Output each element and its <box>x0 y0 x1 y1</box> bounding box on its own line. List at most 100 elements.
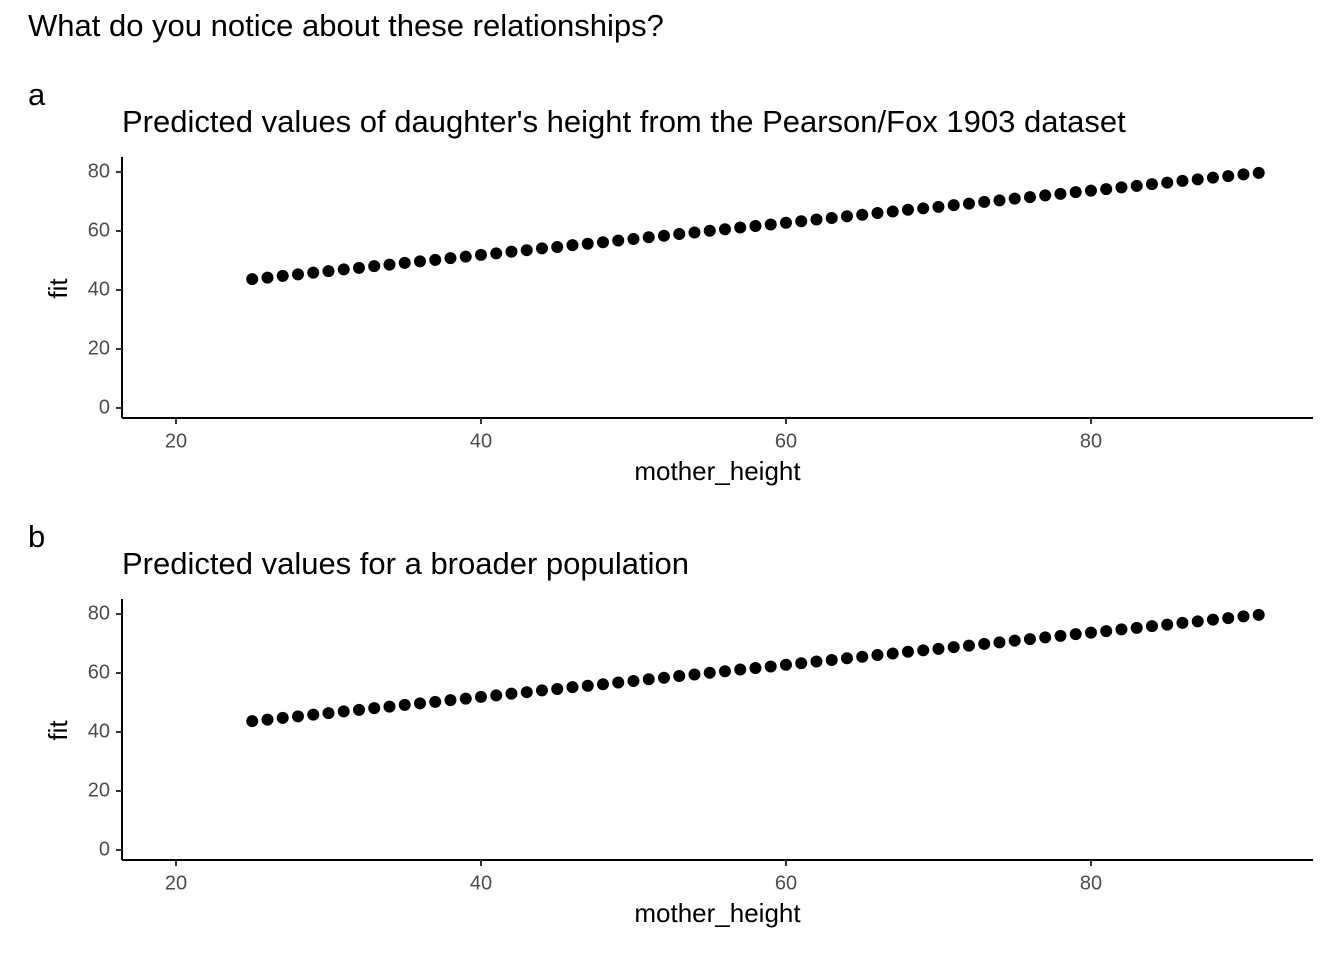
x-tick-label: 60 <box>775 430 797 452</box>
point <box>962 639 975 652</box>
point <box>490 689 503 702</box>
point <box>718 223 731 236</box>
point <box>1100 625 1113 638</box>
point <box>978 195 991 208</box>
point <box>978 637 991 650</box>
point <box>1206 171 1219 184</box>
x-tick-label: 20 <box>165 430 187 452</box>
point <box>398 256 411 269</box>
point <box>840 210 853 223</box>
point <box>1069 186 1082 199</box>
y-tick-label: 40 <box>88 720 110 742</box>
point <box>291 710 304 723</box>
point <box>947 199 960 212</box>
point <box>1161 176 1174 189</box>
point <box>1161 618 1174 631</box>
point <box>612 676 625 689</box>
point <box>1023 633 1036 646</box>
point <box>764 218 777 231</box>
point <box>1039 631 1052 644</box>
point <box>688 226 701 239</box>
point <box>1130 621 1143 634</box>
point <box>368 702 381 715</box>
point <box>718 665 731 678</box>
point <box>810 213 823 226</box>
point <box>429 253 442 266</box>
point <box>1054 629 1067 642</box>
point <box>520 686 533 699</box>
point <box>352 261 365 274</box>
point <box>261 271 274 284</box>
point <box>413 255 426 268</box>
point <box>810 655 823 668</box>
point <box>749 220 762 233</box>
point <box>1100 183 1113 196</box>
x-axis-title: mother_height <box>634 456 801 486</box>
point <box>779 216 792 229</box>
point <box>337 705 350 718</box>
point <box>551 240 564 253</box>
point <box>1008 192 1021 205</box>
point <box>1222 170 1235 183</box>
point <box>276 711 289 724</box>
point <box>505 687 518 700</box>
point <box>383 258 396 271</box>
point <box>246 715 259 728</box>
point <box>993 194 1006 207</box>
point <box>901 645 914 658</box>
point <box>627 674 640 687</box>
point <box>962 197 975 210</box>
y-tick-label: 40 <box>88 278 110 300</box>
point <box>322 265 335 278</box>
y-axis-title: fit <box>43 278 73 299</box>
x-tick-label: 20 <box>165 872 187 894</box>
point <box>246 273 259 286</box>
point <box>429 695 442 708</box>
point <box>1206 613 1219 626</box>
point <box>673 669 686 682</box>
point <box>566 681 579 694</box>
chart-title: Predicted values for a broader populatio… <box>122 546 689 581</box>
point <box>490 247 503 260</box>
point <box>368 260 381 273</box>
point <box>840 652 853 665</box>
point <box>581 237 594 250</box>
x-tick-label: 80 <box>1080 872 1102 894</box>
point <box>1176 616 1189 629</box>
point <box>352 703 365 716</box>
point <box>627 232 640 245</box>
point <box>1084 184 1097 197</box>
point <box>993 636 1006 649</box>
point <box>505 245 518 258</box>
y-axis-title: fit <box>43 720 73 741</box>
point <box>444 694 457 707</box>
point <box>459 692 472 705</box>
point <box>535 684 548 697</box>
y-tick-label: 60 <box>88 219 110 241</box>
panel-label: a <box>28 77 46 112</box>
y-tick-label: 60 <box>88 661 110 683</box>
y-tick-label: 20 <box>88 779 110 801</box>
point <box>1115 181 1128 194</box>
point <box>1191 615 1204 628</box>
point <box>261 713 274 726</box>
point <box>688 668 701 681</box>
point <box>901 203 914 216</box>
point <box>413 697 426 710</box>
point <box>825 212 838 225</box>
y-tick-label: 0 <box>99 396 110 418</box>
question: What do you notice about these relations… <box>28 8 664 43</box>
x-tick-label: 40 <box>470 430 492 452</box>
point <box>734 663 747 676</box>
point <box>307 266 320 279</box>
point <box>856 208 869 221</box>
point <box>1252 166 1265 179</box>
y-tick-label: 20 <box>88 337 110 359</box>
point <box>474 690 487 703</box>
x-tick-label: 60 <box>775 872 797 894</box>
point <box>1054 187 1067 200</box>
point <box>734 221 747 234</box>
point <box>657 229 670 242</box>
point <box>459 250 472 263</box>
point <box>1069 628 1082 641</box>
